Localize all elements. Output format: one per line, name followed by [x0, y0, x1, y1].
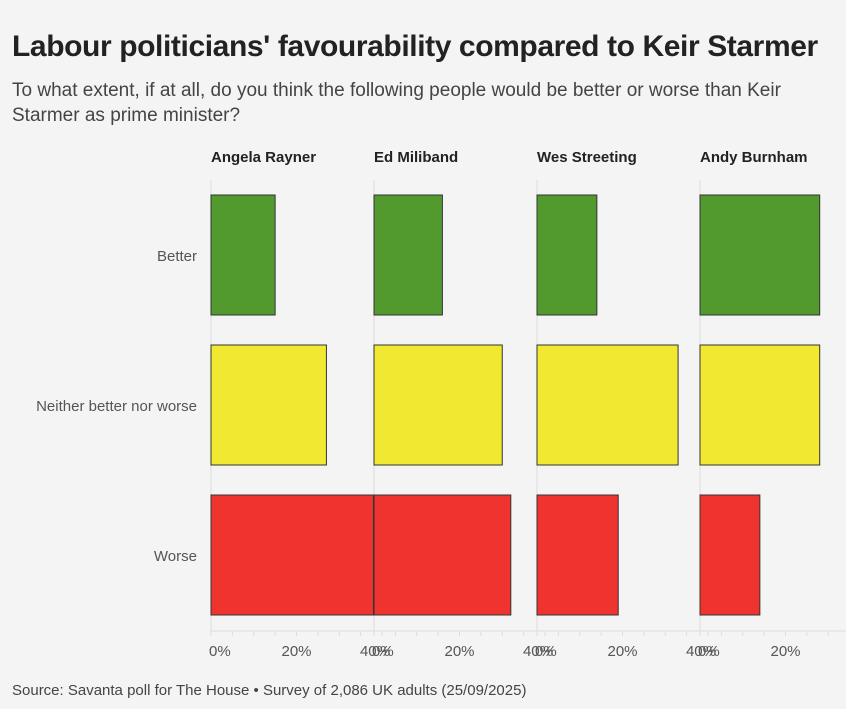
- x-tick-label-0-1: 20%: [281, 643, 311, 660]
- x-tick-label-2-2: 40%: [686, 643, 716, 660]
- x-tick-label-2-0: 0%: [535, 643, 557, 660]
- facet-label-0: Angela Rayner: [211, 149, 316, 166]
- x-tick-label-0-0: 0%: [209, 643, 231, 660]
- bar-1-0: [373, 194, 443, 316]
- chart-subtitle: To what extent, if at all, do you think …: [12, 80, 781, 126]
- x-tick-label-1-0: 0%: [372, 643, 394, 660]
- bar-2-2: [536, 494, 619, 616]
- bar-3-2: [699, 494, 761, 616]
- facet-label-1: Ed Miliband: [374, 149, 458, 166]
- bar-3-0: [699, 194, 821, 316]
- x-tick-label-1-2: 40%: [523, 643, 553, 660]
- bar-2-1: [536, 344, 679, 466]
- row-label-1: Neither better nor worse: [36, 398, 197, 415]
- bar-2-0: [536, 194, 598, 316]
- facet-label-3: Andy Burnham: [700, 149, 808, 166]
- row-label-0: Better: [157, 248, 197, 265]
- bar-1-1: [373, 344, 503, 466]
- row-label-2: Worse: [154, 548, 197, 565]
- x-tick-label-2-1: 20%: [607, 643, 637, 660]
- bar-0-1: [210, 344, 327, 466]
- x-tick-label-3-0: 0%: [698, 643, 720, 660]
- bar-0-0: [210, 194, 276, 316]
- chart-title: Labour politicians' favourability compar…: [12, 30, 818, 63]
- x-tick-label-1-1: 20%: [444, 643, 474, 660]
- facet-label-2: Wes Streeting: [537, 149, 637, 166]
- x-tick-label-0-2: 40%: [360, 643, 390, 660]
- bar-3-1: [699, 344, 821, 466]
- bar-1-2: [373, 494, 512, 616]
- bar-0-2: [210, 494, 374, 616]
- x-tick-label-3-1: 20%: [770, 643, 800, 660]
- chart-source: Source: Savanta poll for The House • Sur…: [12, 682, 527, 699]
